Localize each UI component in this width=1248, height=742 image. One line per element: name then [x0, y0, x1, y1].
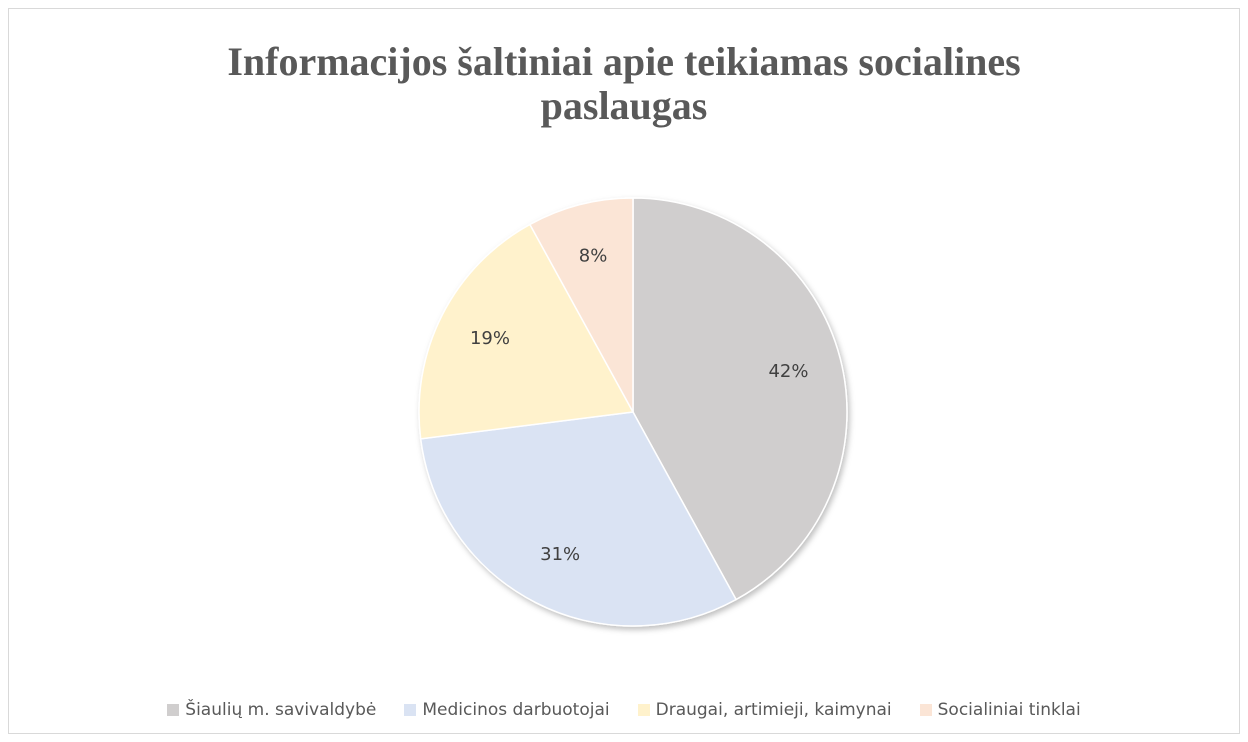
pie-slice — [418, 223, 635, 440]
data-label: 42% — [768, 361, 808, 382]
data-label: 31% — [540, 544, 580, 565]
legend-swatch — [167, 704, 180, 716]
legend-label: Šiaulių m. savivaldybė — [185, 700, 377, 720]
legend-item: Draugai, artimieji, kaimynai — [637, 700, 892, 720]
chart-frame — [8, 8, 1240, 734]
pie-slice — [632, 197, 848, 601]
legend-swatch — [404, 704, 417, 716]
pie-slice — [419, 411, 738, 627]
legend-item: Medicinos darbuotojai — [404, 700, 610, 720]
legend-swatch — [637, 704, 650, 716]
data-labels: 42% 31% 19% 8% — [470, 246, 808, 565]
legend-swatch — [919, 704, 932, 716]
pie-slice — [528, 197, 634, 413]
chart-title: Informacijos šaltiniai apie teikiamas so… — [227, 39, 1021, 128]
legend-item: Šiaulių m. savivaldybė — [167, 700, 376, 720]
pie — [418, 197, 848, 627]
legend: Šiaulių m. savivaldybė Medicinos darbuoto… — [0, 700, 1248, 720]
data-label: 19% — [470, 328, 510, 349]
data-label: 8% — [579, 246, 608, 267]
legend-label: Draugai, artimieji, kaimynai — [655, 700, 892, 720]
legend-label: Socialiniai tinklai — [937, 700, 1081, 720]
legend-label: Medicinos darbuotojai — [422, 700, 610, 720]
legend-item: Socialiniai tinklai — [919, 700, 1081, 720]
